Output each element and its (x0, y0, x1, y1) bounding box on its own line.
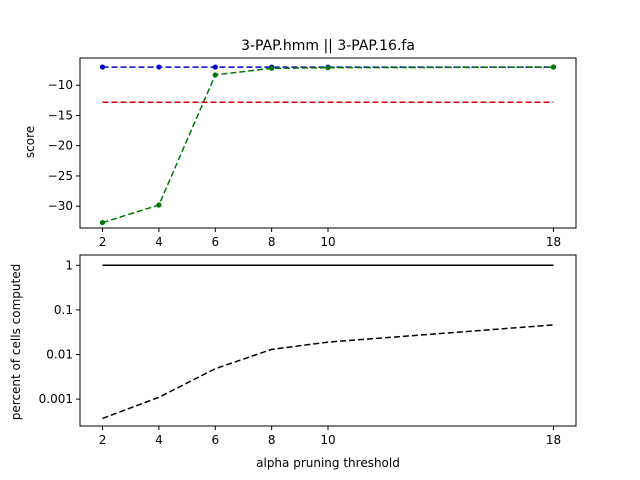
x-tick-label: 18 (546, 235, 561, 249)
data-point (325, 65, 331, 71)
x-tick-label: 6 (211, 433, 219, 447)
y-tick-label: −20 (48, 139, 73, 153)
y-tick-label: 1 (65, 258, 73, 272)
x-tick-label: 4 (155, 433, 163, 447)
score-chart: 3-PAP.hmm || 3-PAP.16.fa score 2 4 6 8 10 18 … (23, 38, 577, 249)
data-point (156, 64, 162, 70)
x-axis-label: alpha pruning threshold (256, 456, 400, 470)
data-point (269, 65, 275, 71)
data-point (550, 64, 557, 70)
data-point (212, 72, 218, 78)
x-tick-label: 6 (211, 235, 219, 249)
y-tick-label: 0.001 (39, 392, 73, 406)
y-tick-label: −30 (48, 199, 73, 213)
x-tick-label: 2 (99, 433, 107, 447)
x-tick-label: 8 (268, 235, 276, 249)
y-tick-label: −25 (48, 169, 73, 183)
data-point (99, 219, 106, 226)
x-tick-label: 4 (155, 235, 163, 249)
data-point (156, 202, 162, 208)
y-axis-ticks: 1 0.1 0.01 0.001 (39, 258, 80, 406)
x-tick-label: 18 (546, 433, 561, 447)
cells-computed-chart: percent of cells computed alpha pruning … (9, 254, 577, 470)
y-axis-ticks: −10 −15 −20 −25 −30 (48, 78, 80, 213)
y-tick-label: −15 (48, 108, 73, 122)
data-point (99, 64, 106, 70)
axes-frame (79, 57, 577, 229)
y-tick-label: 0.1 (54, 303, 73, 317)
x-tick-label: 8 (268, 433, 276, 447)
y-tick-label: 0.01 (46, 348, 73, 362)
x-tick-label: 10 (320, 235, 335, 249)
series-line-3 (102, 66, 554, 224)
data-point (212, 64, 218, 70)
axes-frame (79, 254, 577, 427)
x-axis-ticks: 2 4 6 8 10 18 (99, 228, 561, 249)
chart-title: 3-PAP.hmm || 3-PAP.16.fa (241, 38, 415, 54)
x-axis-ticks: 2 4 6 8 10 18 (99, 426, 561, 447)
y-axis-label: percent of cells computed (9, 264, 23, 420)
x-tick-label: 10 (320, 433, 335, 447)
plot-area (99, 64, 557, 226)
plot-area (102, 264, 554, 420)
y-axis-label: score (23, 126, 37, 158)
x-tick-label: 2 (99, 235, 107, 249)
series-line-2 (102, 324, 554, 420)
y-tick-label: −10 (48, 78, 73, 92)
